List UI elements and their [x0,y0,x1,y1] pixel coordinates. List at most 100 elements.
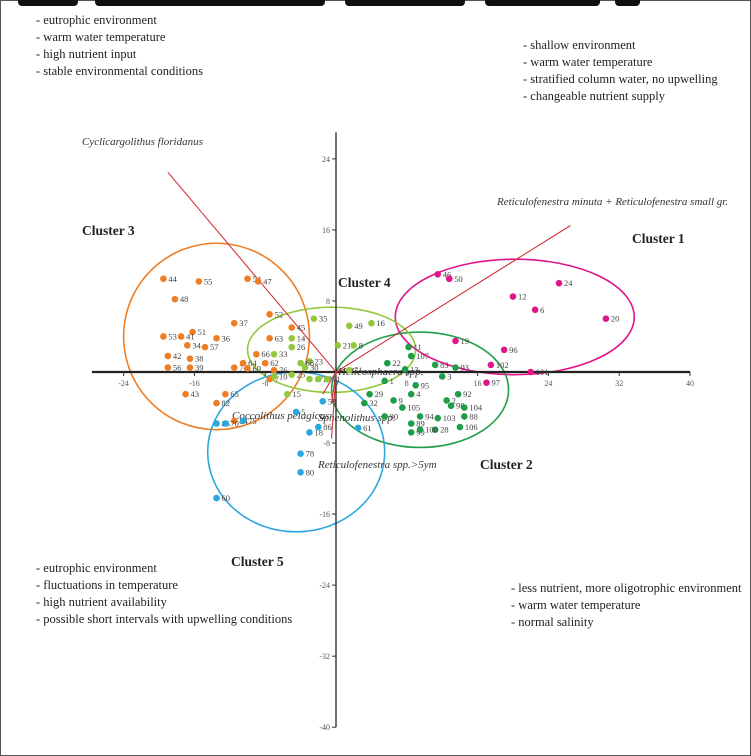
sample-point [186,355,194,362]
point-label: 15 [292,389,301,399]
cluster-ellipse [122,242,311,431]
point-label: 57 [210,342,219,352]
point-label: 65 [230,389,239,399]
point-label: 2 [452,395,456,405]
sample-point [189,328,196,336]
point-label: 51 [198,327,207,337]
sample-point [270,366,278,374]
sample-point [297,359,304,367]
sample-point [177,333,185,340]
sample-point [222,390,229,398]
sample-point [434,271,442,278]
y-tick-label: -32 [319,652,330,661]
vector-label: Sphenolithus spp. [318,412,396,424]
point-label: 48 [180,294,189,304]
sample-point [288,324,296,331]
cluster-label: Cluster 4 [338,275,391,290]
y-tick-label: -8 [323,439,330,448]
sample-point [284,390,291,398]
note-line: - high nutrient availability [36,595,167,609]
point-label: 25 [297,370,306,380]
cluster-label: Cluster 3 [82,223,135,238]
point-label: 35 [319,314,328,324]
point-label: 23 [314,356,323,366]
point-label: 8 [359,340,363,350]
point-label: 16 [376,318,385,328]
point-label: 102 [496,360,509,370]
point-label: 37 [239,318,248,328]
sample-point [531,306,539,314]
point-label: 44 [168,274,177,284]
point-label: 20 [611,314,620,324]
sample-point [384,359,391,367]
note-line: - eutrophic environment [36,561,157,575]
note-line: - warm water temperature [36,30,166,44]
sample-point [416,426,424,434]
point-label: 64 [248,358,257,368]
sample-point [297,469,304,476]
sample-point [368,319,375,327]
x-tick-label: 32 [615,379,623,388]
vector-label: Reticulofenestra minuta + Reticulofenest… [496,196,728,208]
point-label: 107 [416,351,429,361]
sample-point [288,334,296,342]
sample-point [213,399,220,407]
point-label: 62 [270,358,279,368]
cluster-ellipse [394,258,636,376]
point-label: 94 [425,411,434,421]
note-line: - possible short intervals with upwellin… [36,612,293,626]
point-label: 55 [204,276,213,286]
note-bottom-left: - eutrophic environment - fluctuations i… [36,560,292,628]
sample-point [306,358,313,365]
cropped-heading-remnant [0,0,751,10]
cluster-ellipse [246,306,417,394]
sample-point [407,390,415,398]
cluster-label: Cluster 1 [632,231,685,246]
point-label: 66 [261,349,270,359]
sample-point [213,494,220,502]
point-label: 52 [275,309,284,319]
species-vector [331,371,337,439]
species-vectors: Cyclicargolithus floridanus Reticulofenes… [82,136,728,471]
sample-point [160,275,167,283]
sample-point [416,413,424,420]
sample-point [186,364,194,371]
sample-point [438,373,446,380]
point-label: 92 [463,389,472,399]
point-label: 58 [328,396,337,406]
sample-point [270,373,278,380]
x-tick-label: 8 [405,379,409,388]
point-label: 10 [279,371,288,381]
sample-point [230,417,238,425]
point-label: 101 [536,367,549,377]
point-label: 78 [306,449,315,459]
sample-point [431,426,439,434]
note-line: - less nutrient, more oligotrophic envir… [511,581,742,595]
sample-point [301,364,309,371]
note-line: - warm water temperature [511,598,641,612]
point-label: 14 [297,333,306,343]
y-tick-label: -24 [319,581,330,590]
point-label: 68 [306,358,315,368]
sample-point [447,402,455,410]
sample-point [230,319,238,327]
point-label: 36 [222,333,231,343]
sample-point [456,423,464,431]
sample-point [509,293,517,300]
note-line: - eutrophic environment [36,13,157,27]
point-label: 63 [275,333,284,343]
sample-point [306,375,313,383]
sample-point [487,361,495,369]
sample-point [310,315,318,323]
note-line: - fluctuations in temperature [36,578,178,592]
point-label: 45 [297,323,306,333]
sample-point [315,423,322,431]
point-label: 41 [186,331,195,341]
point-label: 96 [509,345,518,355]
sample-point [345,366,353,374]
point-label: 22 [392,358,401,368]
sample-point [292,408,300,416]
